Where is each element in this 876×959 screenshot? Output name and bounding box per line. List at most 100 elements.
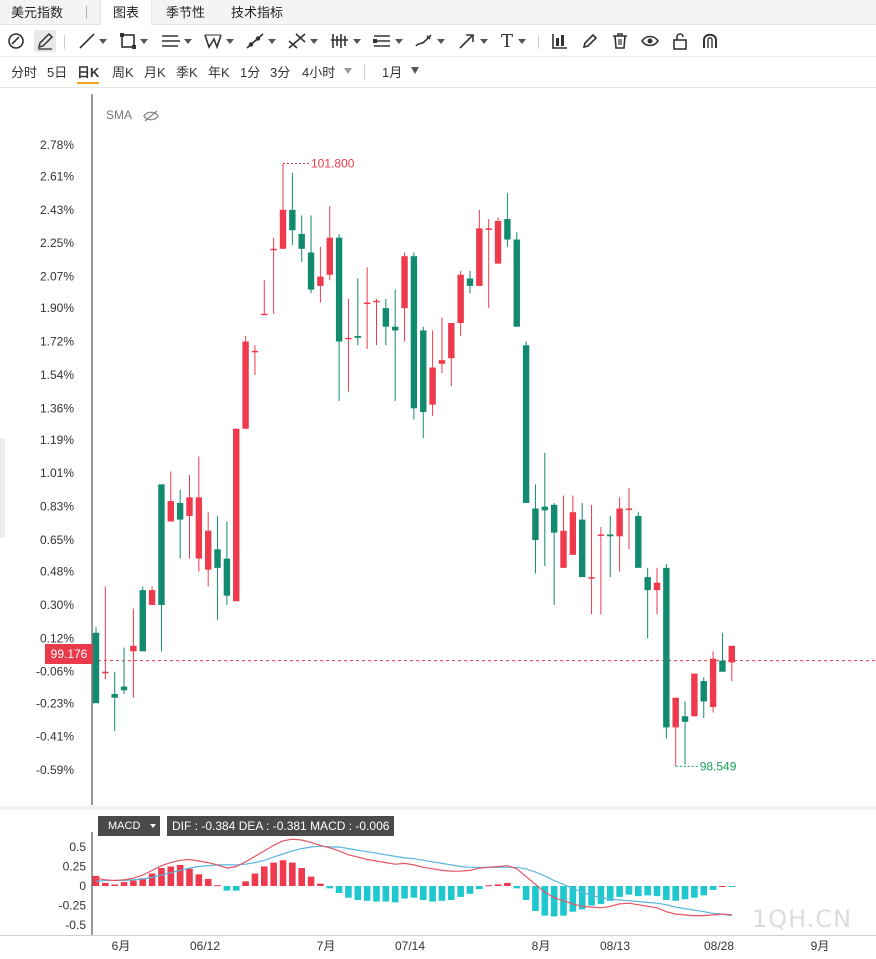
period-weekly[interactable]: 周K — [112, 65, 134, 80]
macd-histogram-bar — [298, 868, 305, 886]
text-tool[interactable]: T — [498, 30, 526, 52]
candle-body — [728, 645, 735, 663]
tab-seasonality[interactable]: 季节性 — [166, 5, 206, 20]
y-tick-label: 0.30% — [40, 598, 74, 612]
fork-tool[interactable] — [286, 30, 318, 52]
candle — [298, 215, 305, 262]
candle — [494, 217, 502, 264]
period-4hour[interactable]: 4小时 — [302, 65, 336, 80]
delete-tool[interactable] — [610, 30, 630, 52]
candle — [420, 326, 427, 438]
candle — [560, 495, 567, 568]
macd-histogram-bar — [419, 886, 427, 901]
candle — [663, 564, 670, 739]
trendline-tool[interactable] — [77, 30, 107, 52]
edit-icon — [582, 33, 598, 49]
tab-chart[interactable]: 图表 — [100, 0, 152, 25]
sidebar-collapse-handle[interactable] — [0, 438, 5, 538]
candle — [625, 488, 633, 550]
tab-technical-indicators[interactable]: 技术指标 — [231, 5, 284, 20]
macd-histogram-bar — [111, 884, 118, 886]
candle-body — [429, 367, 436, 405]
candle — [429, 330, 436, 416]
candle-body — [270, 248, 277, 251]
lock-tool[interactable] — [670, 30, 690, 52]
macd-histogram-bar — [167, 866, 175, 886]
macd-chart[interactable]: 0.5 0.25 0 -0.25 -0.5 — [0, 812, 876, 935]
cursor-tool[interactable] — [6, 30, 26, 52]
period-monthly[interactable]: 月K — [144, 65, 166, 80]
edit-tool[interactable] — [580, 30, 600, 52]
magnet-tool[interactable] — [700, 30, 720, 52]
more-periods-caret-icon[interactable] — [344, 68, 352, 74]
candle — [513, 232, 520, 327]
channel-tool[interactable] — [371, 30, 403, 52]
parallel-lines-tool[interactable] — [160, 30, 192, 52]
period-tick[interactable]: 分时 — [11, 65, 38, 80]
macd-histogram-bar — [335, 886, 343, 894]
y-tick-label: 1.72% — [40, 335, 74, 349]
period-5day[interactable]: 5日 — [47, 65, 68, 80]
brush-tool[interactable] — [413, 30, 445, 52]
ray-tool[interactable] — [244, 30, 276, 52]
period-quarterly[interactable]: 季K — [176, 65, 198, 80]
sma-indicator-label[interactable]: SMA — [106, 108, 133, 122]
candle — [148, 586, 156, 605]
x-tick-label: 08/28 — [704, 939, 734, 953]
candle-body — [532, 508, 539, 541]
tab-separator — [86, 6, 87, 19]
pattern-tool[interactable] — [202, 30, 234, 52]
fib-bars-icon — [331, 34, 348, 48]
macd-histogram-bar — [363, 886, 371, 901]
period-1min[interactable]: 1分 — [240, 65, 261, 80]
candle — [373, 298, 380, 346]
candle-body — [345, 337, 352, 340]
magnet-icon — [703, 33, 717, 48]
candle-body — [158, 484, 165, 605]
fib-bars-tool[interactable] — [329, 30, 361, 52]
candle-body — [186, 497, 193, 516]
macd-histogram-bar — [345, 886, 352, 898]
candle-body — [261, 313, 268, 316]
period-daily[interactable]: 日K — [77, 64, 100, 84]
range-dropdown-caret-icon[interactable] — [411, 67, 419, 74]
candle — [448, 322, 455, 387]
candle-body — [513, 239, 520, 327]
pane-divider[interactable] — [0, 806, 876, 810]
pencil-icon — [37, 32, 54, 50]
macd-y-tick-label: -0.25 — [59, 899, 87, 913]
candle-body — [560, 530, 567, 568]
channel-icon — [373, 35, 390, 47]
x-tick-label: 9月 — [811, 939, 830, 953]
macd-histogram-bar — [644, 886, 651, 896]
indicator-tool[interactable] — [550, 30, 570, 52]
macd-histogram-bar — [663, 886, 670, 901]
candle-body — [625, 508, 633, 510]
chevron-down-icon — [150, 824, 156, 828]
y-tick-label: 1.90% — [40, 301, 74, 315]
macd-histogram-bar — [625, 886, 633, 895]
candlestick-chart[interactable]: 2.78% 2.61% 2.43% 2.25% 2.07% 1.90% 1.72% 1.54%… — [0, 88, 876, 805]
macd-indicator-select[interactable]: MACD — [98, 816, 160, 836]
macd-histogram-bar — [606, 886, 614, 901]
period-yearly[interactable]: 年K — [208, 65, 230, 80]
pencil-tool[interactable] — [34, 30, 56, 52]
visibility-tool[interactable] — [640, 30, 660, 52]
candle-body — [92, 632, 100, 704]
arrow-tool[interactable] — [456, 30, 488, 52]
macd-histogram-bar — [541, 886, 549, 916]
range-selector[interactable]: 1月 — [382, 65, 403, 80]
macd-y-tick-label: -0.5 — [65, 918, 86, 932]
indicator-icon — [552, 34, 567, 49]
current-price-tag: 99.176 — [45, 644, 93, 664]
candle-body — [466, 278, 474, 286]
macd-histogram-bar — [700, 886, 708, 896]
eye-off-icon[interactable] — [143, 109, 159, 123]
period-3min[interactable]: 3分 — [270, 65, 291, 80]
candle-body — [420, 330, 427, 413]
candle-body — [672, 697, 679, 728]
macd-y-tick-label: 0.25 — [63, 860, 87, 874]
candle-body — [438, 360, 446, 364]
rectangle-tool[interactable] — [118, 30, 148, 52]
pattern-icon — [204, 34, 222, 50]
